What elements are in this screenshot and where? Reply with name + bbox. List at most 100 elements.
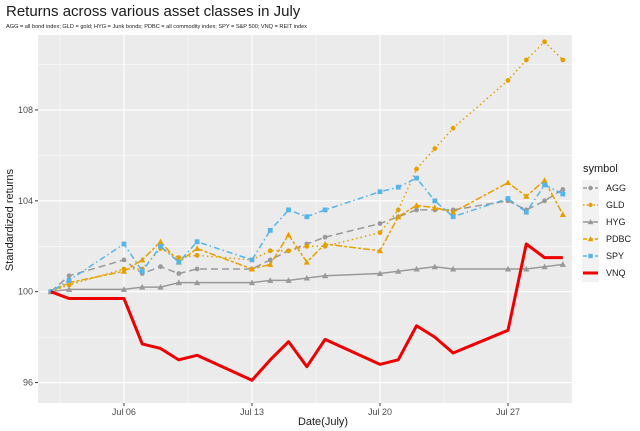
data-point-spy — [395, 184, 401, 190]
x-tick-label: Jul 13 — [240, 407, 264, 417]
legend-label-pdbc: PDBC — [606, 234, 632, 244]
data-point-hyg — [431, 263, 438, 270]
data-point-spy — [66, 277, 72, 283]
y-tick-label: 96 — [23, 378, 33, 388]
y-tick-label: 104 — [18, 196, 33, 206]
legend-marker-agg — [588, 185, 593, 191]
series-line-vnq — [50, 242, 563, 382]
legend: symbol AGG GLD HYG PDBC SPY VNQ — [582, 163, 632, 282]
legend-label-gld: GLD — [606, 200, 625, 210]
data-point-pdbc — [450, 209, 457, 215]
x-axis-ticks: Jul 06 Jul 13 Jul 20 Jul 27 — [112, 403, 520, 417]
y-tick-label: 108 — [18, 105, 33, 115]
data-point-pdbc — [139, 256, 146, 263]
legend-marker-pdbc — [587, 236, 594, 242]
data-point-gld — [304, 243, 310, 249]
legend-title: symbol — [583, 163, 618, 175]
data-point-agg — [414, 207, 419, 213]
data-point-pdbc — [248, 265, 256, 272]
legend-marker-gld — [588, 202, 593, 208]
data-point-pdbc — [267, 261, 274, 267]
data-point-gld — [542, 39, 547, 45]
y-axis-title: Standardized returns — [4, 168, 16, 271]
data-point-agg — [322, 234, 328, 240]
data-point-agg — [560, 187, 566, 192]
data-point-gld — [377, 230, 383, 236]
data-point-hyg — [248, 279, 256, 286]
data-point-gld — [450, 125, 456, 131]
data-point-agg — [542, 198, 547, 204]
legend-label-vnq: VNQ — [606, 268, 626, 278]
data-point-hyg — [523, 265, 530, 272]
x-tick-label: Jul 27 — [496, 407, 520, 417]
data-point-hyg — [120, 286, 128, 292]
legend-label-hyg: HYG — [606, 217, 626, 227]
data-point-gld — [194, 252, 200, 258]
y-tick-label: 100 — [18, 287, 33, 297]
major-gridlines — [38, 35, 572, 403]
data-point-hyg — [267, 277, 274, 283]
data-point-pdbc — [303, 259, 310, 265]
data-point-spy — [194, 239, 200, 245]
legend-label-spy: SPY — [606, 251, 624, 261]
data-point-gld — [176, 255, 182, 261]
data-point-hyg — [175, 279, 182, 286]
data-point-hyg — [65, 286, 73, 292]
data-point-gld — [395, 207, 401, 213]
data-point-hyg — [504, 265, 512, 272]
data-point-pdbc — [157, 238, 164, 245]
data-point-pdbc — [120, 268, 128, 274]
data-point-pdbc — [285, 231, 292, 238]
data-point-hyg — [376, 270, 384, 277]
data-point-spy — [432, 198, 438, 204]
data-point-hyg — [413, 265, 420, 272]
x-tick-label: Jul 06 — [112, 407, 136, 417]
data-point-gld — [267, 248, 273, 254]
data-point-hyg — [285, 277, 292, 283]
data-point-agg — [377, 221, 383, 226]
data-point-spy — [322, 207, 328, 213]
data-point-spy — [286, 207, 291, 213]
data-point-spy — [158, 243, 163, 249]
data-point-pdbc — [321, 240, 329, 247]
data-point-gld — [560, 57, 566, 63]
data-point-spy — [450, 214, 456, 220]
data-point-hyg — [157, 284, 164, 290]
data-point-pdbc — [413, 202, 420, 208]
data-point-hyg — [559, 261, 566, 267]
data-point-hyg — [303, 274, 310, 281]
data-point-gld — [414, 166, 419, 172]
data-point-spy — [304, 214, 310, 220]
data-point-gld — [286, 248, 291, 254]
series-vnq — [50, 242, 563, 382]
data-point-hyg — [193, 279, 201, 286]
data-point-spy — [505, 196, 511, 201]
data-point-gld — [505, 78, 511, 83]
series-lines — [47, 39, 566, 382]
chart-title: Returns across various asset classes in … — [6, 3, 301, 20]
data-point-agg — [121, 257, 127, 263]
data-point-agg — [176, 271, 182, 276]
data-point-hyg — [541, 263, 548, 270]
data-point-pdbc — [395, 213, 402, 220]
data-point-spy — [121, 241, 127, 247]
data-point-spy — [560, 191, 566, 197]
x-axis-title: Date(July) — [298, 416, 348, 428]
data-point-spy — [414, 175, 419, 181]
legend-label-agg: AGG — [606, 183, 626, 193]
data-point-hyg — [395, 268, 402, 274]
data-point-agg — [158, 264, 163, 270]
data-point-pdbc — [541, 177, 548, 183]
data-point-spy — [377, 189, 383, 195]
series-spy — [48, 175, 566, 295]
data-point-pdbc — [431, 204, 438, 211]
data-point-pdbc — [559, 211, 566, 217]
chart-subtitle: AGG = all bond index; GLD = gold; HYG = … — [6, 24, 307, 30]
y-axis-ticks: 96 100 104 108 — [18, 105, 38, 388]
legend-marker-spy — [588, 253, 593, 259]
data-point-hyg — [450, 265, 457, 272]
data-point-pdbc — [376, 247, 384, 254]
data-point-hyg — [321, 272, 329, 279]
data-point-spy — [267, 227, 273, 233]
